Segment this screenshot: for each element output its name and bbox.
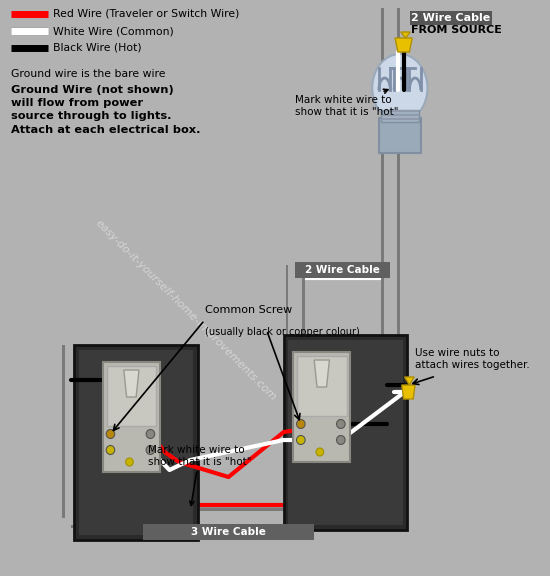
Polygon shape bbox=[124, 370, 139, 397]
Text: 3 Wire Cable: 3 Wire Cable bbox=[191, 527, 266, 537]
Text: Mark white wire to
show that it is "hot": Mark white wire to show that it is "hot" bbox=[295, 89, 399, 116]
Text: 2 Wire Cable: 2 Wire Cable bbox=[411, 13, 491, 23]
Bar bbox=[79, 350, 193, 535]
Bar bbox=[381, 110, 419, 112]
Text: 2 Wire Cable: 2 Wire Cable bbox=[305, 265, 380, 275]
Bar bbox=[288, 340, 403, 525]
Bar bbox=[293, 352, 350, 462]
Bar bbox=[381, 8, 400, 518]
Bar bbox=[381, 118, 419, 120]
Bar bbox=[379, 118, 421, 153]
Text: White Wire (Common): White Wire (Common) bbox=[53, 26, 174, 36]
Bar bbox=[295, 262, 390, 278]
Bar bbox=[72, 511, 390, 525]
Bar bbox=[107, 366, 156, 426]
Bar bbox=[143, 524, 314, 540]
Text: Black Wire (Hot): Black Wire (Hot) bbox=[53, 43, 142, 53]
Bar bbox=[72, 508, 390, 528]
Circle shape bbox=[296, 435, 305, 445]
Bar bbox=[288, 265, 302, 345]
Bar bbox=[65, 345, 78, 518]
Bar bbox=[297, 356, 346, 416]
Bar bbox=[103, 362, 160, 472]
Text: easy-do-it-yourself-home-improvements.com: easy-do-it-yourself-home-improvements.co… bbox=[94, 218, 278, 402]
Circle shape bbox=[146, 445, 155, 454]
Text: Mark white wire to
show that it is "hot": Mark white wire to show that it is "hot" bbox=[147, 445, 251, 505]
Polygon shape bbox=[405, 377, 414, 385]
Bar bbox=[285, 265, 305, 345]
Polygon shape bbox=[395, 38, 412, 52]
Circle shape bbox=[106, 430, 115, 438]
Circle shape bbox=[296, 419, 305, 429]
Text: Red Wire (Traveler or Switch Wire): Red Wire (Traveler or Switch Wire) bbox=[53, 9, 240, 19]
Polygon shape bbox=[402, 385, 415, 399]
Text: (usually black or copper colour): (usually black or copper colour) bbox=[205, 315, 360, 336]
Bar bbox=[384, 8, 397, 518]
Polygon shape bbox=[314, 360, 329, 387]
Text: Use wire nuts to
attach wires together.: Use wire nuts to attach wires together. bbox=[415, 348, 530, 370]
Text: Ground wire is the bare wire: Ground wire is the bare wire bbox=[12, 69, 166, 79]
Circle shape bbox=[316, 448, 324, 456]
Circle shape bbox=[125, 458, 133, 466]
Text: Common Screw: Common Screw bbox=[205, 305, 292, 315]
Circle shape bbox=[106, 445, 115, 454]
Circle shape bbox=[146, 430, 155, 438]
Text: FROM SOURCE: FROM SOURCE bbox=[411, 25, 502, 35]
Bar bbox=[381, 110, 419, 122]
Polygon shape bbox=[401, 32, 410, 38]
Circle shape bbox=[337, 419, 345, 429]
Bar bbox=[284, 335, 408, 530]
Circle shape bbox=[337, 435, 345, 445]
Bar bbox=[74, 345, 198, 540]
Ellipse shape bbox=[372, 54, 427, 122]
Bar bbox=[62, 345, 81, 518]
Bar bbox=[381, 114, 419, 116]
Text: Ground Wire (not shown)
will flow from power
source through to lights.
Attach at: Ground Wire (not shown) will flow from p… bbox=[12, 85, 201, 135]
